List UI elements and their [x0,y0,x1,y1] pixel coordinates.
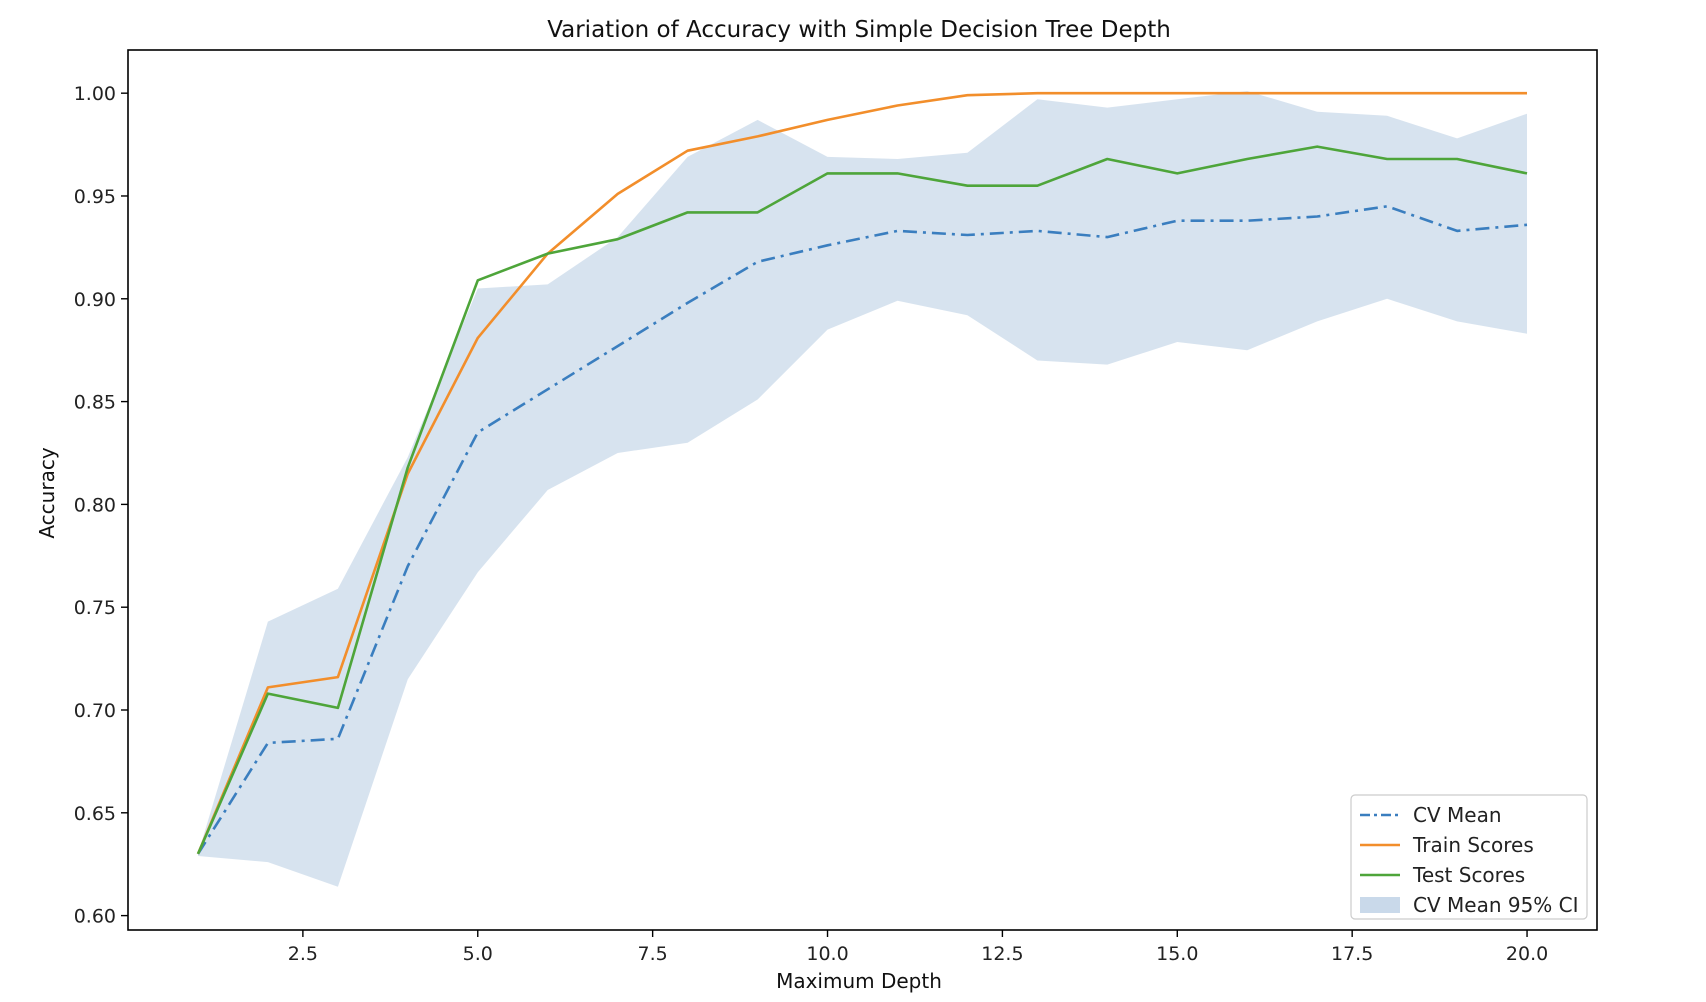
legend-label-test-scores: Test Scores [1412,863,1525,887]
x-tick-label: 10.0 [806,943,848,965]
legend: CV Mean Train Scores Test Scores CV Mean 95… [1350,794,1588,920]
y-tick-label: 0.75 [74,597,116,619]
y-axis: 0.60 0.65 0.70 0.75 0.80 0.85 0.90 0.95 1.00 [74,83,128,928]
y-axis-label: Accuracy [35,447,59,538]
x-tick-label: 12.5 [981,943,1023,965]
series-line-cv-mean [196,205,1528,855]
x-axis-label: Maximum Depth [776,969,942,993]
ci-band-layer [198,91,1527,887]
y-tick-label: 0.80 [74,494,116,516]
series-line-train-scores [196,91,1527,855]
chart-title: Variation of Accuracy with Simple Decisi… [547,17,1171,43]
y-tick-label: 0.90 [74,289,116,311]
x-tick-label: 17.5 [1331,943,1373,965]
legend-label-train-scores: Train Scores [1412,833,1534,857]
x-tick-label: 7.5 [638,943,668,965]
y-tick-label: 1.00 [74,83,116,105]
x-tick-label: 5.0 [463,943,493,965]
y-tick-label: 0.65 [74,803,116,825]
legend-label-cv-mean: CV Mean [1413,803,1502,827]
y-tick-label: 0.85 [74,392,116,414]
y-tick-label: 0.60 [74,906,116,928]
ci-band [198,91,1527,887]
plot-frame [127,49,1598,931]
x-axis: 2.5 5.0 7.5 10.0 12.5 15.0 17.5 20.0 [288,930,1548,965]
x-tick-label: 20.0 [1506,943,1548,965]
x-tick-label: 2.5 [288,943,318,965]
legend-label-ci-band: CV Mean 95% CI [1413,893,1579,917]
x-tick-label: 15.0 [1156,943,1198,965]
legend-box [1350,794,1588,920]
y-tick-label: 0.70 [74,700,116,722]
y-tick-label: 0.95 [74,186,116,208]
legend-swatch-ci-band [1360,897,1400,913]
series-line-test-scores [196,145,1528,855]
series-layer [196,91,1528,855]
